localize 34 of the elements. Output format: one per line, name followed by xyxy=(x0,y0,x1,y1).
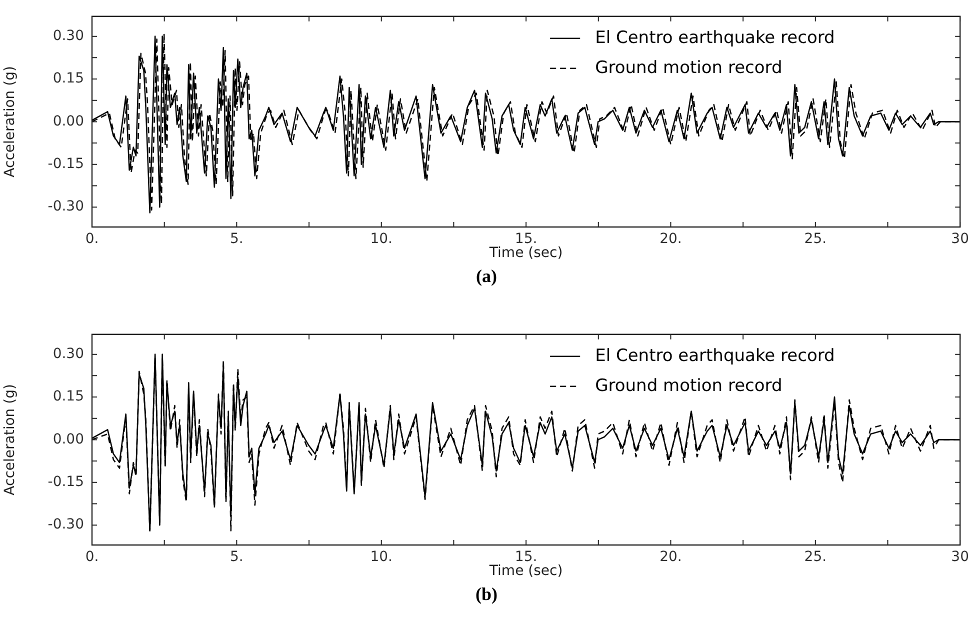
y-axis-title: Acceleration (g) xyxy=(2,66,18,178)
legend-label: El Centro earthquake record xyxy=(595,346,835,366)
y-tick-label: -0.30 xyxy=(48,198,84,215)
x-tick-label: 10. xyxy=(370,231,392,248)
y-tick-label: 0.00 xyxy=(52,431,84,448)
x-tick-label: 20. xyxy=(660,549,682,566)
y-tick-label: 0.30 xyxy=(52,346,84,362)
text: (b) xyxy=(474,583,498,606)
legend-label: El Centro earthquake record xyxy=(595,28,835,48)
x-tick-label: 15. xyxy=(514,549,538,566)
x-tick-label: 0. xyxy=(85,231,99,248)
y-axis-title: Acceleration (g) xyxy=(2,384,18,496)
x-tick-label: 30 xyxy=(951,549,970,566)
x-axis-title: Time (sec) xyxy=(488,563,563,580)
x-tick-label: 5. xyxy=(230,549,244,566)
x-tick-label: 5. xyxy=(230,231,244,248)
y-tick-label: -0.30 xyxy=(48,516,84,533)
x-tick-label: 25. xyxy=(804,231,827,248)
y-tick-label: 0.30 xyxy=(52,28,84,44)
x-tick-label: 30 xyxy=(951,231,970,248)
y-tick-label: -0.15 xyxy=(48,156,84,172)
y-tick-label: 0.15 xyxy=(52,70,84,87)
y-tick-label: 0.15 xyxy=(52,388,84,405)
x-tick-label: 0. xyxy=(85,549,99,566)
x-tick-label: 20. xyxy=(660,231,682,248)
x-tick-label: 15. xyxy=(514,231,538,248)
legend-label: Ground motion record xyxy=(595,58,782,78)
y-tick-label: 0.00 xyxy=(52,113,84,130)
y-tick-label: -0.15 xyxy=(48,474,84,490)
text: (a) xyxy=(475,265,498,288)
legend-label: Ground motion record xyxy=(595,376,782,396)
x-axis-title: Time (sec) xyxy=(488,245,563,262)
x-tick-label: 25. xyxy=(804,549,827,566)
x-tick-label: 10. xyxy=(370,549,392,566)
